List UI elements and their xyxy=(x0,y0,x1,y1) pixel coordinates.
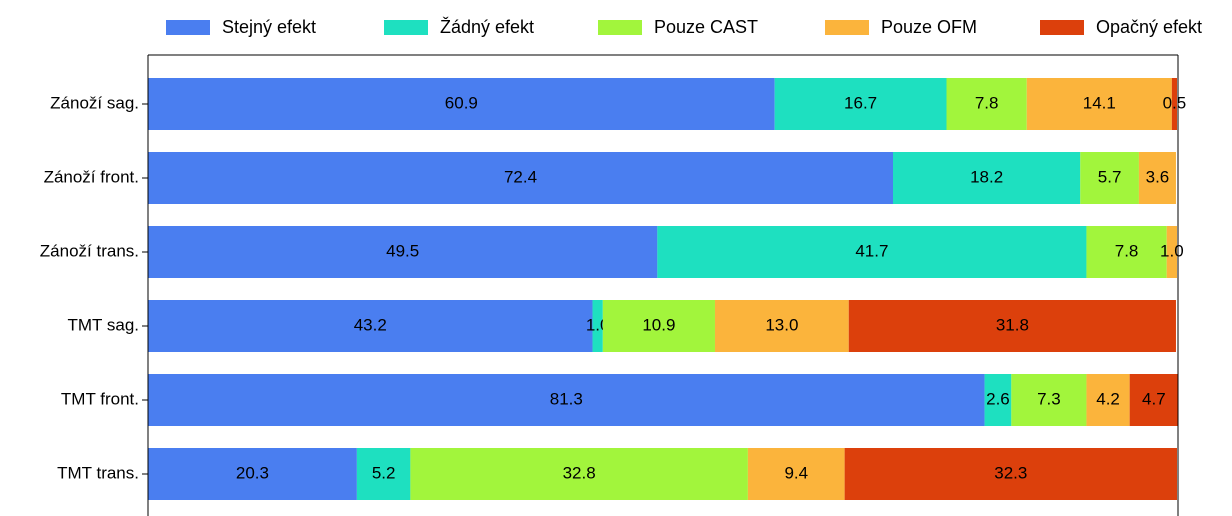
data-label: 7.8 xyxy=(975,93,999,112)
bar-segment xyxy=(1026,78,1172,130)
bar-segment xyxy=(1129,374,1179,426)
legend-swatch xyxy=(825,20,869,35)
data-label: 16.7 xyxy=(844,93,877,112)
legend-swatch xyxy=(1040,20,1084,35)
bar-segment xyxy=(410,448,748,500)
legend-swatch xyxy=(598,20,642,35)
data-label: 49.5 xyxy=(386,241,419,260)
bar-segment xyxy=(148,448,357,500)
data-label: 2.6 xyxy=(986,389,1010,408)
data-label: 81.3 xyxy=(550,389,583,408)
data-label: 10.9 xyxy=(642,315,675,334)
data-label: 41.7 xyxy=(855,241,888,260)
data-label: 4.2 xyxy=(1096,389,1120,408)
bar-segment xyxy=(747,448,845,500)
data-label: 7.8 xyxy=(1115,241,1139,260)
legend-label: Stejný efekt xyxy=(222,17,316,37)
legend-label: Žádný efekt xyxy=(440,17,534,37)
legend-label: Opačný efekt xyxy=(1096,17,1202,37)
data-label: 18.2 xyxy=(970,167,1003,186)
bar-segment xyxy=(148,374,985,426)
data-label: 13.0 xyxy=(765,315,798,334)
data-label: 32.3 xyxy=(994,463,1027,482)
data-label: 20.3 xyxy=(236,463,269,482)
y-tick-label: TMT sag. xyxy=(68,315,139,334)
y-tick-label: TMT front. xyxy=(61,389,139,408)
bar-segment xyxy=(657,226,1087,278)
legend-swatch xyxy=(166,20,210,35)
y-tick-label: Zánoží sag. xyxy=(50,93,139,112)
bar-segment xyxy=(602,300,715,352)
bar-segment xyxy=(892,152,1081,204)
data-label: 5.2 xyxy=(372,463,396,482)
bar-segment xyxy=(148,78,775,130)
data-label: 60.9 xyxy=(445,93,478,112)
data-label: 14.1 xyxy=(1083,93,1116,112)
data-label: 9.4 xyxy=(784,463,808,482)
data-label: 72.4 xyxy=(504,167,537,186)
bar-segment xyxy=(946,78,1027,130)
data-label: 5.7 xyxy=(1098,167,1122,186)
legend-label: Pouze CAST xyxy=(654,17,758,37)
data-label: 7.3 xyxy=(1037,389,1061,408)
bar-segment xyxy=(148,226,658,278)
bar-segment xyxy=(774,78,947,130)
legend-swatch xyxy=(384,20,428,35)
bar-segment xyxy=(844,448,1177,500)
bar-segment xyxy=(1086,226,1167,278)
data-label: 0.5 xyxy=(1163,93,1187,112)
data-label: 43.2 xyxy=(354,315,387,334)
data-label: 3.6 xyxy=(1146,167,1170,186)
bar-segment xyxy=(848,300,1176,352)
bar-segment xyxy=(714,300,849,352)
y-tick-label: Zánoží trans. xyxy=(40,241,139,260)
y-tick-label: TMT trans. xyxy=(57,463,139,482)
legend-label: Pouze OFM xyxy=(881,17,977,37)
bar-segment xyxy=(148,152,893,204)
bar-segment xyxy=(1166,226,1177,278)
bar-segment xyxy=(1171,78,1177,130)
data-label: 32.8 xyxy=(563,463,596,482)
data-label: 4.7 xyxy=(1142,389,1166,408)
bar-segment xyxy=(592,300,603,352)
bar-segment xyxy=(1138,152,1176,204)
bar-segment xyxy=(148,300,593,352)
y-tick-label: Zánoží front. xyxy=(44,167,139,186)
bar-segment xyxy=(356,448,411,500)
bar-segment xyxy=(1080,152,1139,204)
data-label: 1.0 xyxy=(1160,241,1184,260)
data-label: 31.8 xyxy=(996,315,1029,334)
bar-segment xyxy=(984,374,1012,426)
bar-segment xyxy=(1011,374,1087,426)
bar-segment xyxy=(1086,374,1130,426)
